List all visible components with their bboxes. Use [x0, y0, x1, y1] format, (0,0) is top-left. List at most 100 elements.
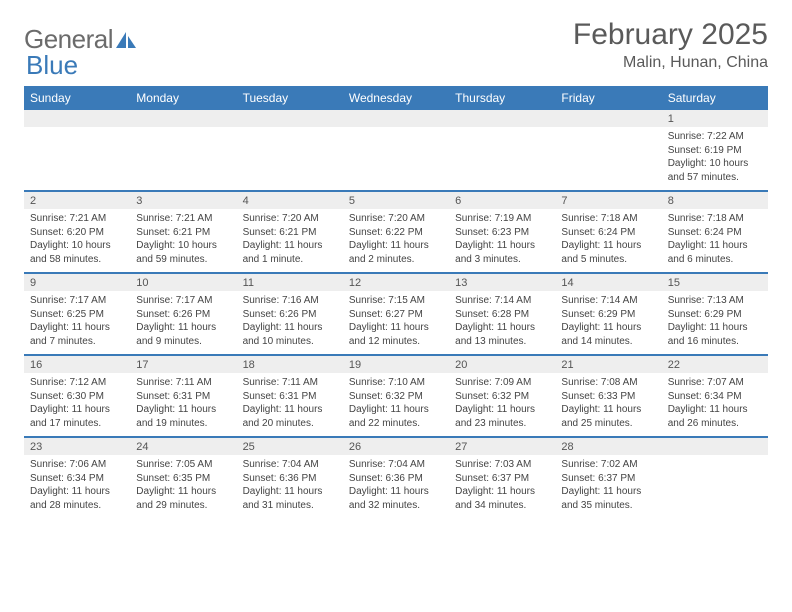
sunrise-text: Sunrise: 7:07 AM: [668, 376, 762, 390]
daylight1-text: Daylight: 11 hours: [455, 239, 549, 253]
daylight1-text: Daylight: 11 hours: [30, 403, 124, 417]
daylight1-text: Daylight: 11 hours: [561, 485, 655, 499]
calendar-cell: 23Sunrise: 7:06 AMSunset: 6:34 PMDayligh…: [24, 438, 130, 518]
daylight1-text: Daylight: 11 hours: [30, 321, 124, 335]
calendar-cell: 26Sunrise: 7:04 AMSunset: 6:36 PMDayligh…: [343, 438, 449, 518]
calendar-cell: 17Sunrise: 7:11 AMSunset: 6:31 PMDayligh…: [130, 356, 236, 436]
date-number: 16: [24, 356, 130, 373]
calendar-cell: 4Sunrise: 7:20 AMSunset: 6:21 PMDaylight…: [237, 192, 343, 272]
daylight1-text: Daylight: 11 hours: [455, 403, 549, 417]
date-number: 10: [130, 274, 236, 291]
sunrise-text: Sunrise: 7:20 AM: [243, 212, 337, 226]
calendar-cell: 25Sunrise: 7:04 AMSunset: 6:36 PMDayligh…: [237, 438, 343, 518]
sunrise-text: Sunrise: 7:06 AM: [30, 458, 124, 472]
sunset-text: Sunset: 6:23 PM: [455, 226, 549, 240]
sunset-text: Sunset: 6:22 PM: [349, 226, 443, 240]
daylight1-text: Daylight: 11 hours: [455, 485, 549, 499]
date-number: 27: [449, 438, 555, 455]
date-number: [662, 438, 768, 455]
date-number: 19: [343, 356, 449, 373]
logo-word-blue: Blue: [26, 50, 78, 81]
daylight2-text: and 16 minutes.: [668, 335, 762, 349]
calendar-cell: 7Sunrise: 7:18 AMSunset: 6:24 PMDaylight…: [555, 192, 661, 272]
daylight1-text: Daylight: 11 hours: [668, 403, 762, 417]
week-row: 2Sunrise: 7:21 AMSunset: 6:20 PMDaylight…: [24, 190, 768, 272]
header: General February 2025 Malin, Hunan, Chin…: [24, 18, 768, 72]
calendar: SundayMondayTuesdayWednesdayThursdayFrid…: [24, 86, 768, 518]
day-header-monday: Monday: [130, 86, 236, 110]
sunrise-text: Sunrise: 7:11 AM: [136, 376, 230, 390]
daylight1-text: Daylight: 11 hours: [668, 321, 762, 335]
date-number: 1: [662, 110, 768, 127]
daylight1-text: Daylight: 10 hours: [668, 157, 762, 171]
sunset-text: Sunset: 6:34 PM: [668, 390, 762, 404]
sunrise-text: Sunrise: 7:21 AM: [136, 212, 230, 226]
sunset-text: Sunset: 6:20 PM: [30, 226, 124, 240]
daylight1-text: Daylight: 11 hours: [561, 321, 655, 335]
calendar-cell: 8Sunrise: 7:18 AMSunset: 6:24 PMDaylight…: [662, 192, 768, 272]
date-number: 11: [237, 274, 343, 291]
date-number: [449, 110, 555, 127]
calendar-cell: 21Sunrise: 7:08 AMSunset: 6:33 PMDayligh…: [555, 356, 661, 436]
date-number: 26: [343, 438, 449, 455]
calendar-cell-empty: [555, 110, 661, 190]
daylight2-text: and 7 minutes.: [30, 335, 124, 349]
day-header-sunday: Sunday: [24, 86, 130, 110]
daylight2-text: and 14 minutes.: [561, 335, 655, 349]
date-number: 4: [237, 192, 343, 209]
daylight2-text: and 34 minutes.: [455, 499, 549, 513]
title-block: February 2025 Malin, Hunan, China: [573, 18, 768, 72]
calendar-cell: 15Sunrise: 7:13 AMSunset: 6:29 PMDayligh…: [662, 274, 768, 354]
sunset-text: Sunset: 6:34 PM: [30, 472, 124, 486]
sunrise-text: Sunrise: 7:09 AM: [455, 376, 549, 390]
week-row: 16Sunrise: 7:12 AMSunset: 6:30 PMDayligh…: [24, 354, 768, 436]
date-number: 15: [662, 274, 768, 291]
date-number: 13: [449, 274, 555, 291]
sunset-text: Sunset: 6:36 PM: [349, 472, 443, 486]
date-number: [237, 110, 343, 127]
calendar-cell-empty: [24, 110, 130, 190]
daylight2-text: and 31 minutes.: [243, 499, 337, 513]
day-header-row: SundayMondayTuesdayWednesdayThursdayFrid…: [24, 86, 768, 110]
date-number: 7: [555, 192, 661, 209]
date-number: [24, 110, 130, 127]
sunset-text: Sunset: 6:24 PM: [561, 226, 655, 240]
calendar-cell-empty: [130, 110, 236, 190]
calendar-cell-empty: [662, 438, 768, 518]
daylight2-text: and 28 minutes.: [30, 499, 124, 513]
date-number: 18: [237, 356, 343, 373]
daylight2-text: and 58 minutes.: [30, 253, 124, 267]
daylight1-text: Daylight: 11 hours: [243, 403, 337, 417]
sunset-text: Sunset: 6:32 PM: [349, 390, 443, 404]
calendar-cell-empty: [237, 110, 343, 190]
daylight1-text: Daylight: 11 hours: [455, 321, 549, 335]
calendar-cell-empty: [343, 110, 449, 190]
sunset-text: Sunset: 6:32 PM: [455, 390, 549, 404]
daylight2-text: and 3 minutes.: [455, 253, 549, 267]
sunrise-text: Sunrise: 7:04 AM: [349, 458, 443, 472]
daylight2-text: and 57 minutes.: [668, 171, 762, 185]
daylight1-text: Daylight: 11 hours: [349, 403, 443, 417]
calendar-cell: 3Sunrise: 7:21 AMSunset: 6:21 PMDaylight…: [130, 192, 236, 272]
date-number: [343, 110, 449, 127]
date-number: 17: [130, 356, 236, 373]
sunrise-text: Sunrise: 7:18 AM: [668, 212, 762, 226]
calendar-cell: 12Sunrise: 7:15 AMSunset: 6:27 PMDayligh…: [343, 274, 449, 354]
daylight2-text: and 6 minutes.: [668, 253, 762, 267]
daylight1-text: Daylight: 11 hours: [668, 239, 762, 253]
date-number: 23: [24, 438, 130, 455]
date-number: 24: [130, 438, 236, 455]
date-number: 6: [449, 192, 555, 209]
sunset-text: Sunset: 6:33 PM: [561, 390, 655, 404]
daylight1-text: Daylight: 11 hours: [136, 321, 230, 335]
sunrise-text: Sunrise: 7:22 AM: [668, 130, 762, 144]
date-number: [555, 110, 661, 127]
location: Malin, Hunan, China: [573, 54, 768, 72]
sunrise-text: Sunrise: 7:13 AM: [668, 294, 762, 308]
daylight1-text: Daylight: 10 hours: [30, 239, 124, 253]
daylight1-text: Daylight: 11 hours: [349, 239, 443, 253]
daylight2-text: and 20 minutes.: [243, 417, 337, 431]
daylight1-text: Daylight: 11 hours: [136, 403, 230, 417]
sunrise-text: Sunrise: 7:11 AM: [243, 376, 337, 390]
calendar-cell: 28Sunrise: 7:02 AMSunset: 6:37 PMDayligh…: [555, 438, 661, 518]
